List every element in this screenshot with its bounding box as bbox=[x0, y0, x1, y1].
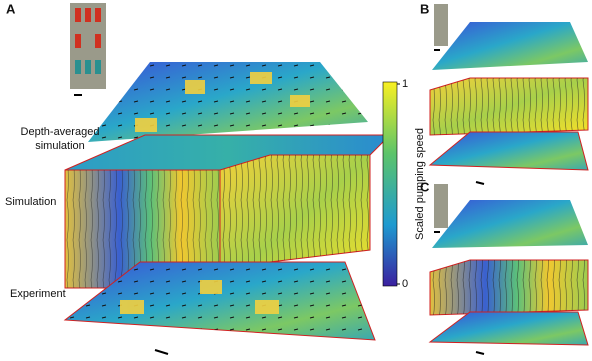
inset-image bbox=[434, 184, 448, 228]
colorbar-tick-label: 0 bbox=[402, 278, 408, 290]
panel-label: C bbox=[420, 179, 430, 194]
scale-bar bbox=[154, 349, 169, 355]
experiment-plane bbox=[428, 131, 589, 171]
row-label: simulation bbox=[35, 140, 85, 152]
row-label: Experiment bbox=[10, 288, 66, 300]
inset-image bbox=[434, 4, 448, 46]
depth-averaged-plane bbox=[432, 200, 588, 248]
panel-c: C bbox=[420, 179, 589, 355]
panel-label: B bbox=[420, 1, 429, 16]
row-label: Depth-averaged bbox=[21, 126, 100, 138]
panel-label: A bbox=[6, 1, 16, 16]
panel-a: A Depth-averaged simulation Simulation E… bbox=[5, 1, 426, 355]
colorbar bbox=[382, 81, 398, 287]
colorbar-label: Scaled pumping speed bbox=[414, 128, 426, 240]
colorbar-tick-label: 1 bbox=[402, 78, 408, 90]
inset-arrows bbox=[75, 8, 101, 48]
row-label: Simulation bbox=[5, 196, 56, 208]
depth-averaged-plane bbox=[432, 22, 588, 70]
panel-b: B bbox=[420, 1, 589, 185]
experiment-plane bbox=[428, 311, 589, 346]
